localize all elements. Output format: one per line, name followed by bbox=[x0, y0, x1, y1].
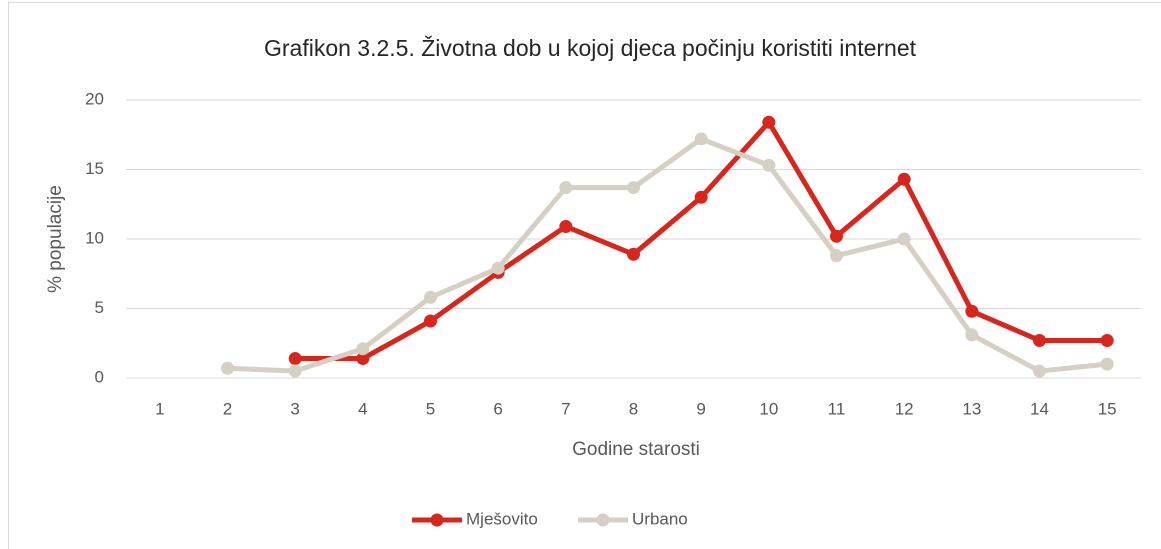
data-point bbox=[627, 181, 640, 195]
x-tick-label: 4 bbox=[358, 399, 367, 418]
data-point bbox=[424, 290, 437, 304]
x-tick-label: 11 bbox=[828, 399, 846, 418]
legend-label: Mješovito bbox=[466, 509, 538, 528]
data-point bbox=[965, 304, 979, 318]
data-point bbox=[559, 181, 573, 195]
data-point bbox=[288, 364, 302, 378]
x-tick-label: 5 bbox=[426, 399, 435, 418]
data-point bbox=[762, 158, 776, 172]
x-tick-label: 15 bbox=[1098, 399, 1117, 418]
y-tick-label: 5 bbox=[95, 298, 104, 317]
x-tick-label: 8 bbox=[629, 399, 638, 418]
chart-frame bbox=[8, 2, 1161, 549]
x-tick-label: 6 bbox=[493, 399, 502, 418]
data-point bbox=[965, 328, 979, 342]
x-tick-label: 2 bbox=[223, 399, 232, 418]
x-tick-label: 7 bbox=[561, 399, 570, 418]
series-line bbox=[227, 136, 1108, 374]
y-tick-label: 15 bbox=[85, 159, 104, 178]
data-point bbox=[694, 132, 708, 146]
data-point bbox=[694, 190, 708, 204]
data-point bbox=[356, 342, 370, 356]
data-point bbox=[491, 261, 505, 275]
data-point bbox=[1100, 333, 1114, 347]
data-point bbox=[559, 219, 573, 233]
x-tick-label: 9 bbox=[696, 399, 705, 418]
y-axis-title: % populacije bbox=[45, 185, 66, 293]
chart-title: Grafikon 3.2.5. Životna dob u kojoj djec… bbox=[264, 35, 917, 61]
data-point bbox=[830, 249, 843, 263]
x-tick-label: 3 bbox=[290, 399, 299, 418]
data-point bbox=[897, 232, 911, 246]
data-point bbox=[1033, 333, 1046, 347]
legend-marker bbox=[430, 513, 444, 527]
data-point bbox=[288, 352, 302, 366]
data-point bbox=[627, 247, 640, 261]
legend-marker bbox=[596, 513, 610, 527]
legend-label: Urbano bbox=[632, 509, 688, 528]
data-point bbox=[1033, 364, 1046, 378]
data-point bbox=[830, 229, 843, 243]
x-tick-label: 12 bbox=[895, 399, 914, 418]
x-tick-label: 14 bbox=[1030, 399, 1049, 418]
y-tick-label: 10 bbox=[85, 228, 104, 247]
y-tick-label: 0 bbox=[95, 367, 104, 386]
x-axis-title: Godine starosti bbox=[572, 439, 700, 460]
x-tick-label: 1 bbox=[155, 399, 164, 418]
x-tick-label: 10 bbox=[759, 399, 778, 418]
data-point bbox=[356, 352, 370, 366]
data-point bbox=[1100, 357, 1114, 371]
data-point bbox=[221, 361, 234, 375]
x-tick-label: 13 bbox=[962, 399, 981, 418]
data-point bbox=[424, 314, 437, 328]
data-point bbox=[897, 172, 911, 186]
y-tick-label: 20 bbox=[85, 89, 104, 108]
data-point bbox=[762, 115, 776, 129]
